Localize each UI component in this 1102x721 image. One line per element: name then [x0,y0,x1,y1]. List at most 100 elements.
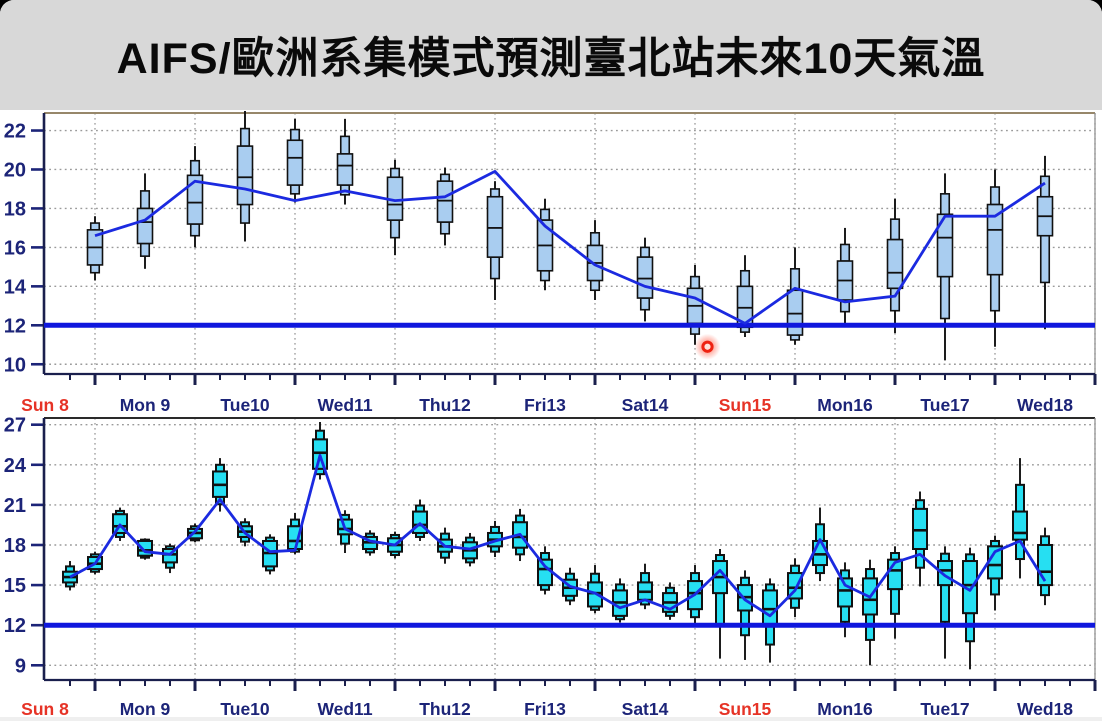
lower-decile-box [289,184,301,195]
y-tick-label: 20 [4,159,26,181]
quartile-box [986,203,1004,276]
quartile-box [537,558,553,587]
upper-decile-box [939,193,951,216]
day-label: Fri13 [524,699,566,719]
quartile-box [236,145,254,206]
upper-decile-box [289,128,301,142]
lower-decile-box [690,608,700,619]
day-label: Tue10 [220,699,270,719]
quartile-box [336,153,354,186]
trend-line [94,169,1046,325]
lower-decile-box [840,605,850,623]
upper-decile-box [339,135,351,155]
day-label: Tue17 [920,699,969,719]
day-label: Wed11 [317,699,372,719]
upper-decile-box [740,576,750,587]
day-label: Wed18 [1017,395,1073,415]
upper-decile-box [889,218,901,241]
quartile-box [812,539,828,567]
page-title: AIFS/歐洲系集模式預測臺北站未來10天氣溫 [116,35,986,83]
upper-decile-box [589,231,601,247]
day-label: Tue17 [920,395,969,415]
quartile-box [912,507,928,550]
upper-decile-box [839,243,851,262]
lower-chart: 9 12 15 18 21 24 27 Sun 8 Mon 9 Tue10 Wed11 Thu12 Fr… [4,415,1097,719]
day-label: Mon 9 [120,395,171,415]
quartile-box [1012,510,1028,541]
lower-decile-box [89,264,101,274]
quartile-box [136,207,154,245]
upper-decile-box [890,552,900,561]
y-tick-label: 14 [4,276,27,298]
lower-decile-box [989,273,1001,312]
quartile-box [286,139,304,186]
lower-decile-box [439,221,451,235]
y-tick-label: 15 [4,575,26,597]
boxplots [86,111,1054,361]
y-tick-label: 10 [4,354,26,376]
quartile-box [786,289,804,336]
upper-decile-box [515,514,525,524]
lower-decile-box [715,592,725,627]
day-label: Mon16 [817,395,873,415]
day-label: Sun 8 [21,395,69,415]
upper-decile-box [865,568,875,580]
day-label: Tue10 [220,395,270,415]
upper-chart: 10 12 14 16 18 20 22 Sun 8 Mon 9 Tue10 Wed11 Thu12 F… [4,111,1097,415]
upper-decile-box [989,186,1001,206]
upper-decile-box [640,572,650,584]
upper-decile-box [940,552,950,563]
day-label: Sat14 [622,395,669,415]
bottom-strip [0,717,1102,721]
y-tick-label: 22 [4,121,26,143]
lower-decile-box [389,219,401,239]
laser-pointer-dot [694,333,721,360]
day-label: Sun15 [719,699,772,719]
y-tick-label: 12 [4,615,26,637]
quartile-box [886,238,904,290]
upper-decile-box [539,208,551,221]
y-tick-label: 16 [4,237,26,259]
upper-decile-box [439,173,451,182]
lower-decile-box [489,256,501,280]
lower-decile-box [139,242,151,257]
lower-decile-box [815,564,825,575]
upper-decile-box [739,269,751,288]
day-label: Mon16 [817,699,873,719]
upper-decile-box [1015,483,1025,513]
day-label: Thu12 [419,395,471,415]
day-label: Fri13 [524,395,566,415]
lower-decile-box [639,297,651,311]
y-tick-label: 9 [15,655,26,677]
y-tick-label: 21 [4,495,26,517]
upper-decile-box [915,499,925,510]
upper-decile-box [689,275,701,290]
day-label: Thu12 [419,699,471,719]
y-tick-label: 18 [4,198,26,220]
day-label: Sun15 [719,395,772,415]
day-label: Sun 8 [21,699,69,719]
day-label: Wed11 [317,395,372,415]
upper-decile-box [639,246,651,258]
lower-decile-box [539,269,551,282]
title-bar: AIFS/歐洲系集模式預測臺北站未來10天氣溫 [0,0,1102,110]
y-tick-label: 24 [4,455,27,477]
upper-decile-box [389,167,401,179]
lower-decile-box [1040,584,1050,597]
y-tick-label: 18 [4,535,26,557]
quartile-box [936,213,954,278]
lower-decile-box [189,223,201,237]
lower-decile-box [765,625,775,646]
upper-decile-box [965,553,975,563]
day-label: Sat14 [622,699,669,719]
lower-decile-box [589,279,601,292]
day-label: Wed18 [1017,699,1073,719]
quartile-box [636,256,654,299]
upper-decile-box [290,518,300,528]
quartile-box [436,180,454,223]
day-label: Mon 9 [120,699,171,719]
upper-decile-box [489,188,501,198]
lower-decile-box [340,533,350,545]
